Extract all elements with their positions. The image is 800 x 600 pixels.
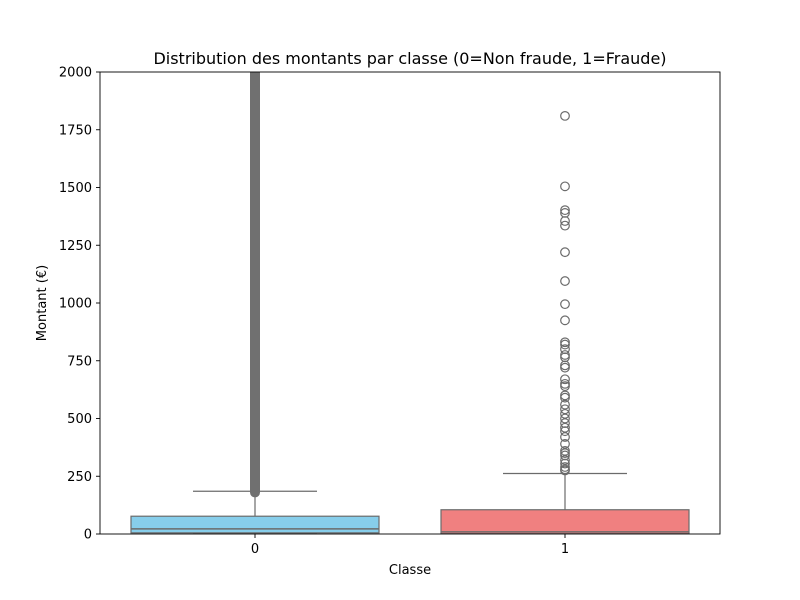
x-tick-label-0: 0 (251, 542, 259, 557)
x-tick-label-1: 1 (561, 542, 569, 557)
class-1-outlier-38 (560, 465, 570, 476)
class-1-outlier-17 (560, 374, 570, 385)
class-1-outlier-35 (560, 458, 570, 469)
class-1-outlier-22 (560, 399, 570, 410)
class-1-outlier-28 (560, 426, 570, 437)
x-axis-title: Classe (389, 563, 431, 578)
class-1-outlier-25 (560, 413, 570, 424)
y-tick-label-8: 2000 (59, 66, 92, 81)
y-tick-label-1: 250 (67, 470, 92, 485)
class-1-outlier-4 (560, 216, 570, 226)
y-axis-title: Montant (€) (35, 265, 50, 341)
class-1-outlier-0 (560, 110, 570, 121)
axes: 0 250 500 750 1000 1250 1500 1750 2000 0 1 (59, 66, 721, 557)
chart-title: Distribution des montants par classe (0=… (153, 49, 666, 68)
y-tick-label-7: 1750 (59, 123, 92, 138)
class-1-outlier-9 (560, 315, 570, 326)
y-tick-label-3: 750 (67, 354, 92, 369)
class-1-outlier-1 (560, 181, 570, 192)
class-1-outlier-7 (560, 276, 570, 286)
class-1-outlier-2 (560, 205, 570, 216)
class-1-box (440, 509, 690, 534)
class-1-outlier-29 (560, 432, 570, 442)
class-1-outlier-11 (560, 339, 570, 350)
y-tick-label-0: 0 (84, 528, 92, 543)
class-0-box (130, 515, 380, 534)
class-1-outlier-27 (560, 422, 570, 433)
y-tick-label-4: 1000 (59, 297, 92, 312)
class-1-outlier-30 (560, 439, 570, 449)
class-1-outlier-5 (560, 220, 570, 231)
plot-frame (99, 71, 721, 535)
class-1-outlier-19 (560, 381, 570, 392)
y-tick-label-6: 1500 (59, 181, 92, 196)
class-1-outlier-24 (560, 408, 570, 419)
y-tick-label-5: 1250 (59, 239, 92, 254)
plot-area (130, 72, 690, 534)
plot-content (130, 72, 690, 534)
class-1-outlier-23 (560, 404, 570, 415)
class-1-outlier-21 (560, 392, 570, 403)
class-1-outlier-16 (560, 362, 570, 373)
y-tick-label-2: 500 (67, 412, 92, 427)
class-1-outlier-34 (560, 455, 570, 465)
class-1-outlier-8 (560, 299, 570, 310)
class-1-outlier-6 (560, 247, 570, 258)
